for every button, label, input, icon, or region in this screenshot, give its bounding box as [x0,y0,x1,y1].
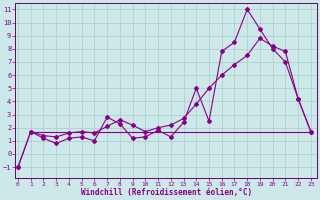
X-axis label: Windchill (Refroidissement éolien,°C): Windchill (Refroidissement éolien,°C) [81,188,252,197]
